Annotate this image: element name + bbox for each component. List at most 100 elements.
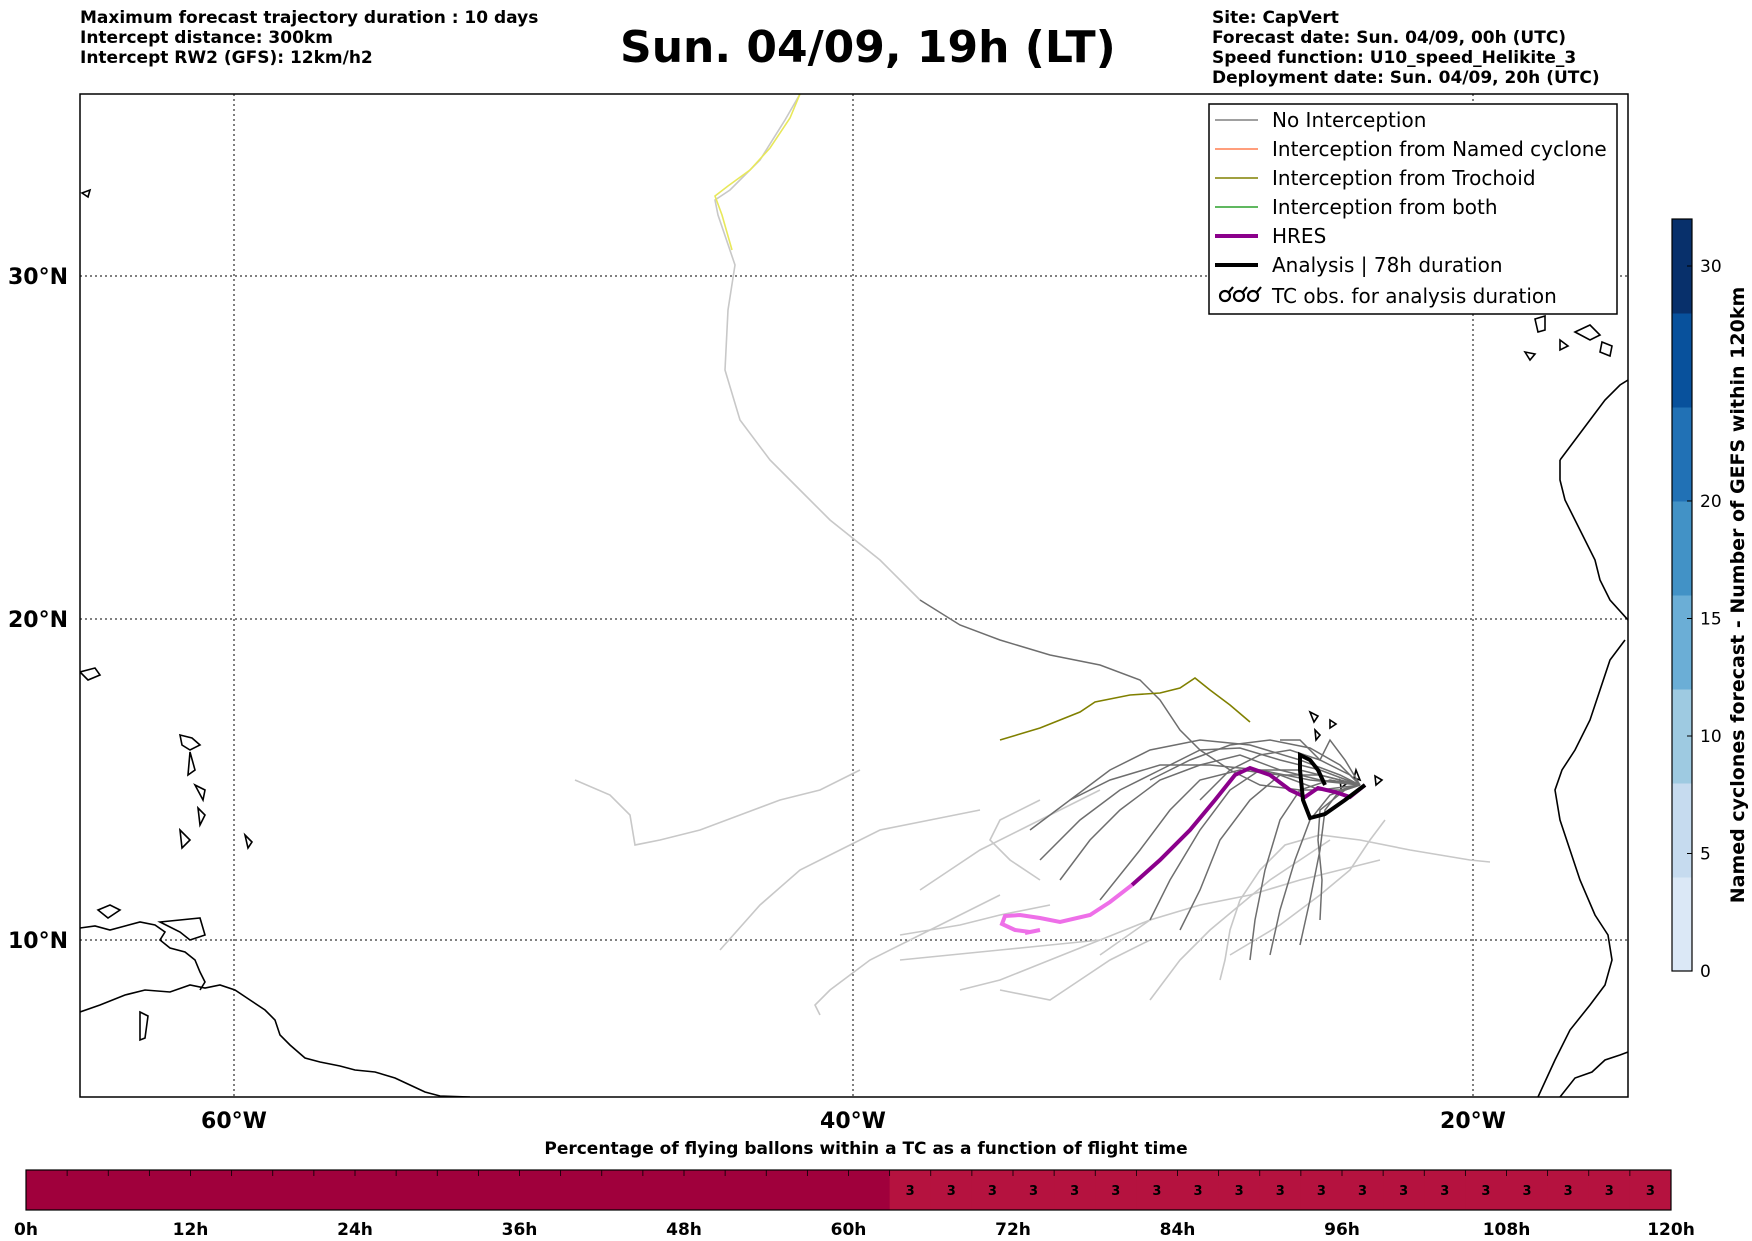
flight-bar-value: 3	[1317, 1184, 1326, 1199]
flight-bar-cell	[1013, 1170, 1055, 1210]
flight-bar-value: 3	[1152, 1184, 1161, 1199]
flight-time-bar: Percentage of flying ballons within a TC…	[14, 1139, 1695, 1240]
lat-label-10n: 10°N	[8, 929, 68, 954]
lon-label-40w: 40°W	[820, 1109, 886, 1134]
colorbar-block	[1672, 313, 1692, 408]
flight-bar-cell	[930, 1170, 973, 1210]
flight-bar-cell	[1259, 1170, 1302, 1210]
legend-label: Interception from both	[1272, 195, 1498, 219]
flight-bar-cell	[1506, 1170, 1549, 1210]
legend-label: Interception from Named cyclone	[1272, 137, 1607, 161]
legend-item-no-interception: No Interception	[1215, 108, 1426, 132]
flight-bar-cell	[1177, 1170, 1220, 1210]
flight-bar-cell	[67, 1170, 109, 1210]
flight-bar-cell	[1383, 1170, 1425, 1210]
flight-bar-cell	[766, 1170, 808, 1210]
colorbar-tick-label: 20	[1700, 492, 1722, 512]
flight-bar-value: 3	[1276, 1184, 1285, 1199]
lon-label-20w: 20°W	[1440, 1109, 1506, 1134]
flight-bar-cell	[684, 1170, 726, 1210]
flight-bar-cell	[889, 1170, 932, 1210]
flight-bar-cell	[1218, 1170, 1261, 1210]
flight-bar-cell	[313, 1170, 356, 1210]
flight-bar-cell	[1095, 1170, 1137, 1210]
flight-bar-tick-label: 36h	[502, 1220, 538, 1240]
analysis-trajectory	[1298, 751, 1367, 821]
flight-bar-tick-label: 72h	[995, 1220, 1031, 1240]
flight-bar-cell	[1547, 1170, 1590, 1210]
flight-bar-value: 3	[947, 1184, 956, 1199]
coastlines	[80, 188, 1628, 1097]
flight-bar-cell	[1424, 1170, 1466, 1210]
speed-function-text: Speed function: U10_speed_Helikite_3	[1212, 48, 1577, 68]
flight-bar-value: 3	[1564, 1184, 1573, 1199]
colorbar-tick-label: 5	[1700, 845, 1711, 865]
flight-bar-tick-label: 96h	[1324, 1220, 1360, 1240]
flight-bar-value: 3	[1399, 1184, 1408, 1199]
colorbar-block	[1672, 219, 1692, 314]
legend-label: HRES	[1272, 224, 1326, 248]
legend-item-named-cyclone: Interception from Named cyclone	[1215, 137, 1607, 161]
max-duration-text: Maximum forecast trajectory duration : 1…	[80, 8, 539, 28]
colorbar-block	[1672, 877, 1692, 972]
flight-bar-cell	[1054, 1170, 1096, 1210]
flight-bar-tick-label: 84h	[1160, 1220, 1196, 1240]
flight-bar-cell	[396, 1170, 438, 1210]
site-text: Site: CapVert	[1212, 8, 1339, 28]
colorbar: 0 5 10 15 20 30 Named cyclones forecast - Num…	[1671, 218, 1749, 982]
flight-bar-value: 3	[988, 1184, 997, 1199]
flight-bar-cell	[1465, 1170, 1507, 1210]
page-title: Sun. 04/09, 19h (LT)	[620, 22, 1116, 73]
flight-bar-cell	[560, 1170, 603, 1210]
flight-bar-value: 3	[1070, 1184, 1079, 1199]
colorbar-block	[1672, 689, 1692, 784]
flight-bar-cell	[1629, 1170, 1672, 1210]
legend-item-analysis: Analysis | 78h duration	[1215, 253, 1503, 277]
flight-bar-cell	[725, 1170, 767, 1210]
intercept-distance-text: Intercept distance: 300km	[80, 28, 333, 48]
forecast-date-text: Forecast date: Sun. 04/09, 00h (UTC)	[1212, 28, 1567, 48]
flight-bar-value: 3	[1605, 1184, 1614, 1199]
colorbar-tick-label: 10	[1700, 727, 1722, 747]
forecast-info: Site: CapVert Forecast date: Sun. 04/09,…	[1212, 8, 1600, 88]
legend-label: Analysis | 78h duration	[1272, 253, 1503, 277]
flight-bar-cell	[355, 1170, 397, 1210]
flight-bar-cell	[807, 1170, 849, 1210]
flight-bar-title: Percentage of flying ballons within a TC…	[544, 1139, 1187, 1159]
lon-label-60w: 60°W	[201, 1109, 267, 1134]
colorbar-block	[1672, 407, 1692, 502]
deployment-date-text: Deployment date: Sun. 04/09, 20h (UTC)	[1212, 68, 1600, 88]
flight-bar-cell	[1300, 1170, 1343, 1210]
flight-bar-cell	[26, 1170, 68, 1210]
trochoid-trajectory	[999, 677, 1251, 741]
flight-bar-cell	[971, 1170, 1014, 1210]
lat-label-30n: 30°N	[8, 265, 68, 290]
flight-bar-cell	[190, 1170, 233, 1210]
run-parameters: Maximum forecast trajectory duration : 1…	[80, 8, 538, 68]
flight-bar-value: 3	[1481, 1184, 1490, 1199]
flight-bar-tick-label: 24h	[337, 1220, 373, 1240]
colorbar-tick-label: 15	[1700, 610, 1722, 630]
faint-trajectories	[574, 94, 1491, 1016]
flight-bar-value: 3	[1646, 1184, 1655, 1199]
flight-bar-value: 3	[906, 1184, 915, 1199]
flight-bar-cells: 3 3 3 3 3 3 3 3 3 3 3 3 3 3 3 3 3 3 3	[25, 1170, 1672, 1210]
colorbar-tick-label: 30	[1700, 257, 1722, 277]
flight-bar-cell	[478, 1170, 520, 1210]
flight-bar-value: 3	[1523, 1184, 1532, 1199]
colorbar-ticks: 0 5 10 15 20 30	[1687, 257, 1722, 982]
legend-item-trochoid: Interception from Trochoid	[1215, 166, 1536, 190]
flight-bar-ticks: 0h 12h 24h 36h 48h 60h 72h 84h 96h 108h 120h	[14, 1220, 1695, 1240]
flight-bar-tick-label: 60h	[831, 1220, 867, 1240]
flight-bar-cell	[601, 1170, 644, 1210]
hres-trajectory	[1130, 765, 1367, 887]
lat-label-20n: 20°N	[8, 608, 68, 633]
flight-bar-tick-label: 48h	[666, 1220, 702, 1240]
flight-bar-value: 3	[1029, 1184, 1038, 1199]
legend-item-hres: HRES	[1215, 224, 1326, 248]
flight-bar-cell	[1136, 1170, 1178, 1210]
flight-bar-cell	[642, 1170, 685, 1210]
flight-bar-value: 3	[1194, 1184, 1203, 1199]
yellow-trajectory	[714, 94, 801, 251]
flight-bar-cell	[108, 1170, 150, 1210]
